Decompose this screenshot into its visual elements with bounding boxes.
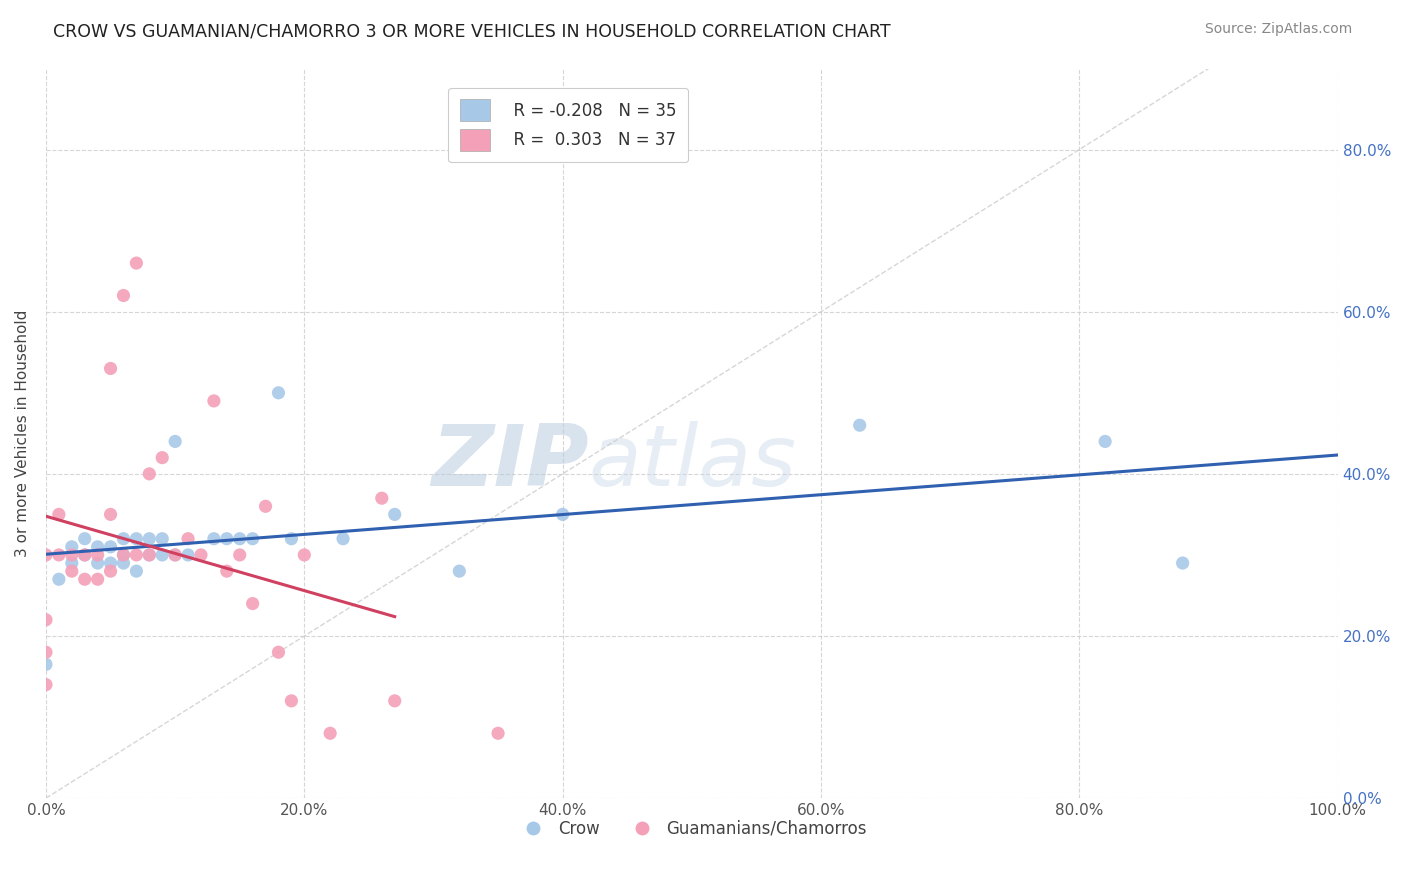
Point xyxy=(242,532,264,546)
Point xyxy=(86,540,108,554)
Point xyxy=(86,572,108,586)
Point xyxy=(112,288,135,302)
Text: ZIP: ZIP xyxy=(430,421,589,504)
Point xyxy=(138,532,160,546)
Point xyxy=(228,548,250,562)
Point xyxy=(267,385,290,400)
Point xyxy=(165,548,187,562)
Point xyxy=(138,467,160,481)
Point xyxy=(332,532,354,546)
Point xyxy=(848,418,870,433)
Point xyxy=(48,572,70,586)
Point xyxy=(112,548,135,562)
Text: Source: ZipAtlas.com: Source: ZipAtlas.com xyxy=(1205,22,1353,37)
Point xyxy=(125,532,148,546)
Point xyxy=(48,508,70,522)
Point xyxy=(60,540,83,554)
Point xyxy=(112,532,135,546)
Point xyxy=(112,548,135,562)
Point xyxy=(100,540,122,554)
Point xyxy=(60,564,83,578)
Point xyxy=(125,548,148,562)
Point xyxy=(165,434,187,449)
Point xyxy=(371,491,394,506)
Point xyxy=(35,657,58,672)
Point xyxy=(215,564,238,578)
Point xyxy=(486,726,509,740)
Point xyxy=(165,548,187,562)
Point xyxy=(112,556,135,570)
Point xyxy=(177,548,200,562)
Point xyxy=(254,500,277,514)
Point xyxy=(60,556,83,570)
Point xyxy=(190,548,212,562)
Point xyxy=(150,450,173,465)
Point xyxy=(86,556,108,570)
Point xyxy=(73,532,96,546)
Point xyxy=(267,645,290,659)
Point xyxy=(73,548,96,562)
Point xyxy=(215,532,238,546)
Point xyxy=(73,572,96,586)
Point xyxy=(228,532,250,546)
Point xyxy=(100,564,122,578)
Point xyxy=(292,548,315,562)
Point xyxy=(100,556,122,570)
Point xyxy=(138,548,160,562)
Point xyxy=(177,532,200,546)
Text: atlas: atlas xyxy=(589,421,796,504)
Point xyxy=(125,564,148,578)
Point xyxy=(280,694,302,708)
Point xyxy=(319,726,342,740)
Point xyxy=(100,508,122,522)
Y-axis label: 3 or more Vehicles in Household: 3 or more Vehicles in Household xyxy=(15,310,30,557)
Point xyxy=(384,508,406,522)
Point xyxy=(35,548,58,562)
Point xyxy=(1094,434,1116,449)
Point xyxy=(449,564,471,578)
Point xyxy=(384,694,406,708)
Point xyxy=(100,361,122,376)
Point xyxy=(86,548,108,562)
Point xyxy=(60,548,83,562)
Point xyxy=(35,678,58,692)
Point xyxy=(202,393,225,408)
Point xyxy=(73,548,96,562)
Point xyxy=(551,508,574,522)
Legend: Crow, Guamanians/Chamorros: Crow, Guamanians/Chamorros xyxy=(510,814,873,845)
Point xyxy=(150,548,173,562)
Point xyxy=(125,256,148,270)
Point xyxy=(35,645,58,659)
Text: CROW VS GUAMANIAN/CHAMORRO 3 OR MORE VEHICLES IN HOUSEHOLD CORRELATION CHART: CROW VS GUAMANIAN/CHAMORRO 3 OR MORE VEH… xyxy=(53,22,891,40)
Point xyxy=(138,548,160,562)
Point xyxy=(35,613,58,627)
Point xyxy=(1171,556,1194,570)
Point xyxy=(48,548,70,562)
Point xyxy=(150,532,173,546)
Point xyxy=(280,532,302,546)
Point xyxy=(202,532,225,546)
Point xyxy=(242,597,264,611)
